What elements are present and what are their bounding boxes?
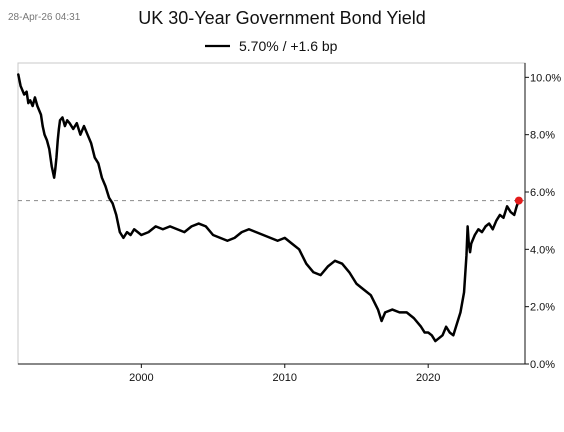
series-layer (17, 73, 521, 343)
y-tick-label: 0.0% (530, 359, 555, 371)
y-tick-label: 4.0% (530, 244, 555, 256)
x-tick-label: 2010 (273, 372, 297, 384)
series-line (17, 73, 521, 343)
chart-title: UK 30-Year Government Bond Yield (138, 8, 426, 28)
latest-marker-layer (514, 196, 523, 205)
timestamp: 28-Apr-26 04:31 (8, 12, 81, 23)
legend-label: 5.70% / +1.6 bp (239, 38, 338, 54)
y-tick-label: 10.0% (530, 72, 561, 84)
plot-frame (17, 62, 526, 365)
x-tick-label: 2020 (416, 372, 440, 384)
y-tick-label: 2.0% (530, 302, 555, 314)
y-tick-label: 6.0% (530, 187, 555, 199)
x-tick-label: 2000 (129, 372, 153, 384)
axis-ticks: 0.0% 2.0% 4.0% 6.0% 8.0% 10.0% 2000 2010 2020 (129, 72, 561, 384)
latest-point-marker (514, 196, 523, 205)
y-tick-label: 8.0% (530, 130, 555, 142)
